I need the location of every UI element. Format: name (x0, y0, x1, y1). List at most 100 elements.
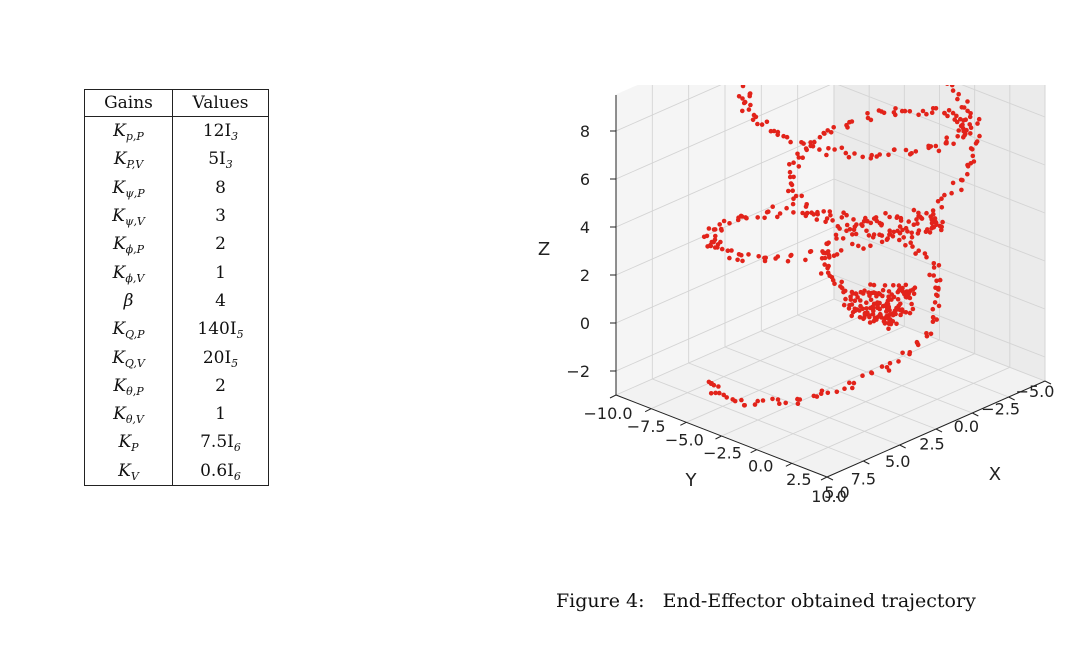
gain-subscript: ψ,P (125, 186, 145, 200)
z-tick-label: 0 (580, 314, 590, 333)
data-point (844, 222, 850, 228)
data-point (718, 226, 724, 232)
data-point (850, 385, 855, 391)
data-point (844, 228, 849, 234)
data-point (924, 111, 929, 117)
data-point (861, 219, 867, 224)
data-point (821, 209, 826, 214)
data-point (930, 319, 936, 324)
data-point (755, 121, 760, 127)
data-point (874, 218, 880, 224)
data-point (887, 232, 892, 237)
data-point (826, 263, 831, 269)
data-point (960, 122, 965, 127)
y-tick-label: −5.0 (665, 430, 704, 449)
data-point (868, 220, 874, 226)
data-point (902, 108, 908, 114)
data-point (834, 389, 840, 395)
data-point (907, 351, 912, 357)
data-point (916, 112, 921, 118)
data-point (867, 313, 872, 318)
gain-symbol: K (112, 347, 125, 368)
data-point (929, 110, 935, 115)
data-point (949, 85, 955, 88)
data-point (920, 108, 926, 114)
data-point (799, 193, 804, 199)
data-point (847, 380, 852, 386)
data-point (821, 250, 826, 256)
data-point (884, 309, 889, 314)
data-point (950, 110, 956, 116)
data-point (796, 164, 802, 169)
data-point (936, 285, 941, 291)
data-point (945, 113, 950, 119)
grid-line (615, 298, 835, 396)
data-point (886, 321, 892, 326)
data-point (960, 177, 965, 183)
data-point (895, 228, 900, 234)
gain-value-cell: 5I3 (172, 145, 269, 174)
y-tick-label: −2.5 (703, 444, 742, 463)
data-point (909, 301, 914, 307)
gain-value: 0.6I (200, 460, 234, 481)
y-tick-mark (750, 449, 757, 454)
data-point (877, 232, 882, 237)
data-point (875, 300, 880, 305)
data-point (826, 240, 831, 245)
data-point (864, 306, 869, 311)
data-point (800, 210, 805, 216)
x-tick-label: −2.5 (981, 400, 1020, 419)
data-point (713, 233, 718, 239)
data-point (843, 296, 848, 302)
data-point (738, 213, 744, 219)
data-point (868, 117, 874, 123)
data-point (791, 210, 796, 215)
data-point (845, 125, 850, 130)
data-point (833, 232, 839, 238)
grid-line (961, 85, 1046, 118)
data-point (760, 398, 766, 403)
data-point (803, 204, 809, 209)
data-point (787, 174, 793, 180)
data-point (838, 284, 843, 289)
table-row: Kψ,P 8 (84, 173, 269, 202)
data-point (858, 289, 864, 295)
data-point (741, 100, 747, 106)
data-point (825, 128, 830, 133)
data-point (727, 221, 732, 226)
data-point (856, 243, 861, 249)
data-point (848, 294, 853, 300)
plot-axes (609, 95, 1052, 481)
data-point (811, 393, 817, 399)
data-point (736, 94, 742, 99)
data-point (940, 219, 945, 225)
data-point (860, 223, 865, 229)
data-point (887, 214, 892, 220)
grid-line (615, 274, 835, 372)
data-point (936, 303, 942, 309)
data-point (716, 384, 721, 389)
data-point (855, 295, 860, 300)
data-point (913, 149, 919, 154)
gain-value: 5I (208, 149, 226, 170)
table-body: Kp,P 12I3 KP,V 5I3 Kψ,P 8 Kψ,V 3 Kϕ,P 2 Kϕ,V 1 β 4 KQ,… (84, 116, 269, 486)
gain-subscript: ψ,V (124, 215, 145, 229)
data-point (800, 155, 805, 160)
data-point (890, 312, 896, 318)
data-point (812, 139, 817, 145)
data-point (891, 283, 896, 288)
data-point (934, 278, 939, 284)
data-point (768, 128, 774, 134)
y-tick-label: 0.0 (748, 457, 773, 476)
gain-value-cell: 12I3 (172, 116, 269, 146)
x-tick-mark (935, 428, 943, 433)
data-point (764, 119, 770, 125)
data-point (911, 207, 917, 213)
data-point (903, 292, 909, 297)
data-point (949, 190, 954, 196)
gain-value: 3 (215, 206, 226, 227)
data-point (868, 297, 874, 303)
data-point (711, 227, 717, 232)
table-row: Kθ,P 2 (84, 371, 269, 400)
value-subscript: 5 (236, 328, 244, 342)
